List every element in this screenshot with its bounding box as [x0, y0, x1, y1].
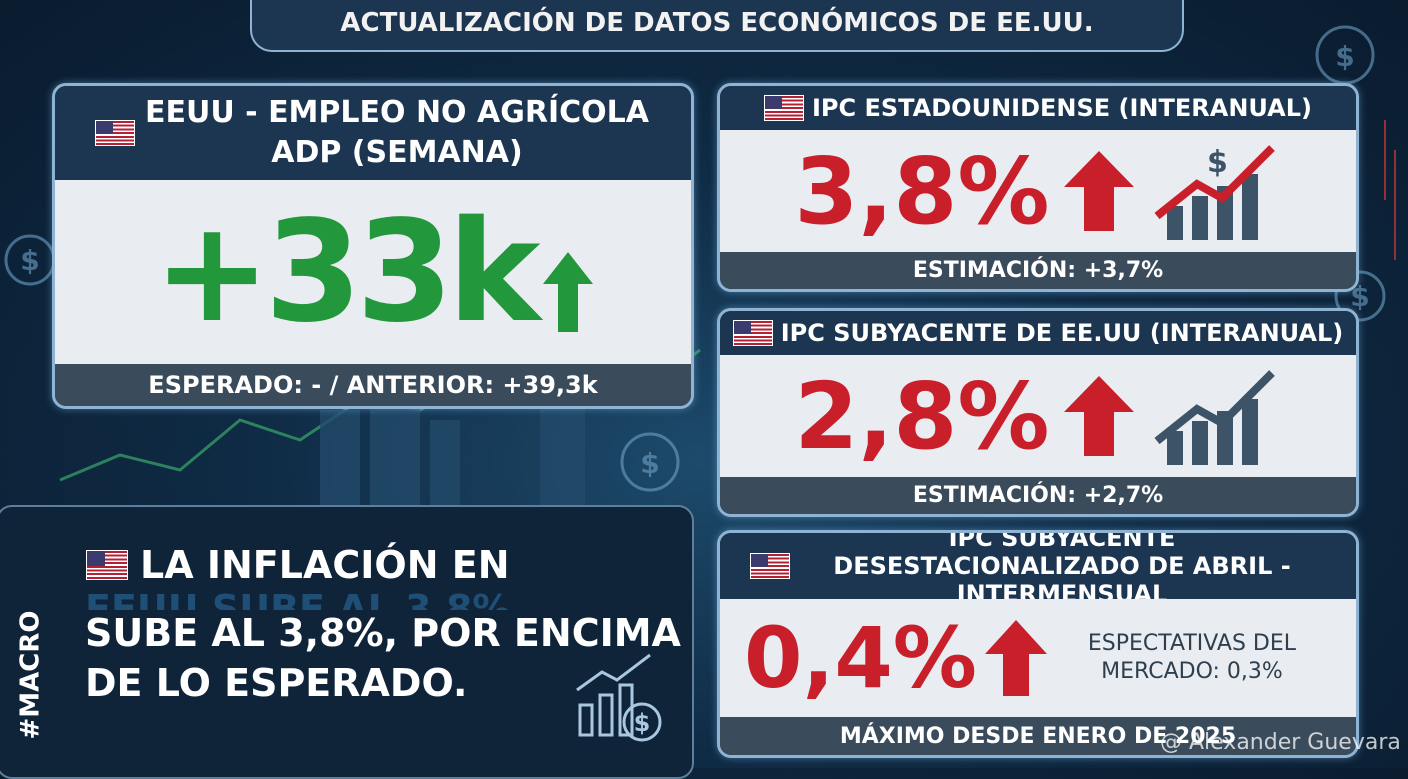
chart-icon	[1154, 370, 1275, 465]
us-flag	[95, 120, 135, 146]
svg-text:$: $	[1335, 40, 1354, 73]
chart-icon: $	[576, 653, 662, 742]
svg-text:$: $	[640, 447, 659, 480]
card-header: IPC ESTADOUNIDENSE (INTERANUAL)	[720, 86, 1356, 130]
svg-text:$: $	[1350, 280, 1369, 313]
card-value: 0,4%	[744, 609, 977, 707]
us-flag	[750, 553, 790, 579]
up-arrow	[1063, 376, 1134, 456]
headline-line: LA INFLACIÓN EN	[140, 543, 510, 587]
card-adp: EEUU - EMPLEO NO AGRÍCOLA ADP (SEMANA) +…	[52, 83, 694, 409]
card-value: +33k	[153, 190, 540, 354]
card-value: 3,8%	[794, 137, 1050, 245]
up-arrow	[542, 252, 593, 332]
card-value: 2,8%	[794, 362, 1050, 470]
up-arrow	[1063, 151, 1134, 231]
card-title: EEUU - EMPLEO NO AGRÍCOLA ADP (SEMANA)	[145, 95, 649, 170]
us-flag	[86, 550, 128, 580]
tag-box: #MACRO	[8, 590, 52, 760]
card-body: 0,4% ESPECTATIVAS DEL MERCADO: 0,3%	[720, 599, 1356, 717]
card-body: +33k	[55, 180, 691, 364]
headline-line: EEUU SUBE AL 3,8%	[85, 587, 511, 610]
card-body: 3,8% $	[720, 130, 1356, 252]
svg-text:$: $	[1207, 145, 1228, 180]
chart-icon: $	[1154, 145, 1275, 240]
card-title: IPC SUBYACENTE DE EE.UU (INTERANUAL)	[780, 319, 1344, 347]
card-footer: ESTIMACIÓN: +2,7%	[720, 477, 1356, 514]
card-header: EEUU - EMPLEO NO AGRÍCOLA ADP (SEMANA)	[55, 86, 691, 180]
card-ipc-core: IPC SUBYACENTE DE EE.UU (INTERANUAL) 2,8…	[717, 308, 1359, 517]
card-body: 2,8%	[720, 355, 1356, 477]
card-ipc-monthly: IPC SUBYACENTE DESESTACIONALIZADO DE ABR…	[717, 530, 1359, 758]
card-header: IPC SUBYACENTE DE EE.UU (INTERANUAL)	[720, 311, 1356, 355]
tag: #MACRO	[15, 610, 46, 740]
headline-line: SUBE AL 3,8%, POR ENCIMA	[85, 611, 681, 655]
card-ipc: IPC ESTADOUNIDENSE (INTERANUAL) 3,8% $ E…	[717, 83, 1359, 292]
svg-text:$: $	[634, 709, 651, 737]
headline-line: DE LO ESPERADO.	[85, 661, 468, 705]
card-title: IPC SUBYACENTE DESESTACIONALIZADO DE ABR…	[833, 530, 1291, 608]
card-footer: ESPERADO: - / ANTERIOR: +39,3k	[55, 364, 691, 406]
card-footer: ESTIMACIÓN: +3,7%	[720, 252, 1356, 289]
watermark: @ Alexander Guevara	[1160, 730, 1401, 755]
us-flag	[732, 320, 773, 346]
svg-text:$: $	[20, 244, 39, 277]
up-arrow	[984, 620, 1047, 696]
page-title: ACTUALIZACIÓN DE DATOS ECONÓMICOS DE EE.…	[250, 0, 1184, 52]
card-header: IPC SUBYACENTE DESESTACIONALIZADO DE ABR…	[720, 533, 1356, 608]
card-title: IPC ESTADOUNIDENSE (INTERANUAL)	[812, 94, 1312, 122]
card-note: ESPECTATIVAS DEL MERCADO: 0,3%	[1087, 631, 1297, 684]
us-flag	[764, 95, 804, 121]
card-footer: MÁXIMO DESDE ENERO DE 2025	[720, 717, 1356, 755]
